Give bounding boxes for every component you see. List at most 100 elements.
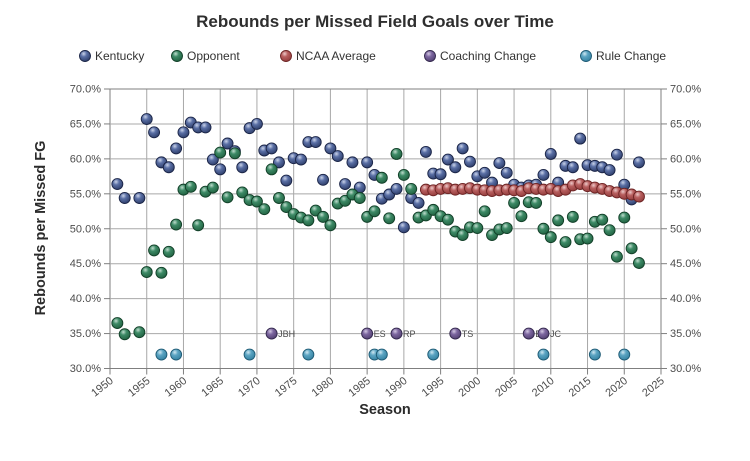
point-rule_change bbox=[302, 348, 315, 361]
point-ncaa_average bbox=[633, 190, 645, 203]
legend-label-ncaa_average: NCAA Average bbox=[296, 49, 376, 63]
point-kentucky bbox=[273, 156, 285, 169]
point-opponent bbox=[515, 210, 528, 223]
y-tick-label-right: 40.0% bbox=[670, 293, 701, 305]
point-kentucky bbox=[346, 156, 359, 169]
point-opponent bbox=[390, 148, 403, 160]
point-opponent bbox=[471, 222, 484, 235]
y-axis-title: Rebounds per Missed FG bbox=[33, 141, 49, 316]
point-kentucky bbox=[464, 155, 476, 168]
point-kentucky bbox=[574, 132, 587, 145]
point-opponent bbox=[456, 229, 469, 241]
point-opponent bbox=[603, 224, 616, 237]
point-opponent bbox=[383, 212, 396, 225]
point-kentucky bbox=[633, 156, 645, 169]
point-opponent bbox=[368, 205, 381, 218]
coaching-change-label: JC bbox=[550, 329, 562, 339]
x-tick-label: 1970 bbox=[236, 375, 263, 400]
y-tick-label-left: 45.0% bbox=[70, 258, 101, 270]
legend-marker-kentucky bbox=[79, 50, 91, 62]
point-kentucky bbox=[478, 166, 491, 179]
point-opponent bbox=[544, 231, 557, 244]
y-tick-label-left: 70.0% bbox=[70, 84, 101, 96]
point-opponent bbox=[184, 180, 197, 193]
point-opponent bbox=[170, 218, 183, 231]
point-opponent bbox=[625, 242, 638, 255]
point-coaching_change bbox=[449, 327, 462, 340]
point-opponent bbox=[133, 326, 146, 339]
y-tick-label-left: 65.0% bbox=[70, 118, 101, 130]
point-opponent bbox=[280, 201, 293, 214]
point-kentucky bbox=[537, 168, 550, 181]
legend-marker-ncaa_average bbox=[280, 50, 292, 62]
point-opponent bbox=[596, 213, 609, 226]
y-tick-label-left: 55.0% bbox=[70, 188, 101, 200]
point-kentucky bbox=[133, 192, 146, 204]
point-kentucky bbox=[317, 173, 330, 186]
point-opponent bbox=[537, 222, 550, 235]
point-opponent bbox=[353, 192, 366, 204]
point-kentucky bbox=[140, 113, 153, 125]
point-opponent bbox=[221, 191, 234, 204]
point-opponent bbox=[397, 168, 410, 181]
point-kentucky bbox=[331, 150, 344, 163]
coaching-change-label: TS bbox=[462, 329, 474, 339]
legend: Kentucky Opponent NCAA Average Coaching Cha… bbox=[79, 49, 666, 63]
x-tick-label: 1990 bbox=[383, 375, 410, 400]
point-rule_change bbox=[427, 348, 440, 361]
point-coaching_change bbox=[522, 327, 535, 340]
coaching-change-label: RP bbox=[403, 329, 416, 339]
point-kentucky bbox=[162, 161, 175, 174]
legend-label-kentucky: Kentucky bbox=[95, 49, 144, 63]
legend-item-kentucky: Kentucky bbox=[79, 49, 144, 63]
y-tick-label-left: 60.0% bbox=[70, 153, 101, 165]
point-opponent bbox=[566, 210, 579, 223]
point-opponent bbox=[633, 257, 645, 269]
point-kentucky bbox=[419, 145, 432, 158]
y-tick-label-right: 60.0% bbox=[670, 153, 701, 165]
series-opponent bbox=[111, 146, 645, 341]
point-opponent bbox=[508, 196, 521, 209]
point-kentucky bbox=[295, 153, 307, 166]
legend-marker-coaching_change bbox=[424, 50, 436, 62]
y-tick-label-right: 30.0% bbox=[670, 363, 701, 375]
legend-marker-rule_change bbox=[580, 50, 592, 62]
series-ncaa_average bbox=[419, 178, 645, 203]
x-tick-label: 1960 bbox=[163, 375, 190, 400]
point-opponent bbox=[258, 203, 271, 216]
y-tick-label-left: 30.0% bbox=[70, 363, 101, 375]
point-kentucky bbox=[339, 178, 352, 190]
x-tick-label: 1995 bbox=[420, 375, 447, 400]
point-coaching_change bbox=[537, 327, 550, 340]
point-kentucky bbox=[199, 121, 212, 134]
legend-item-rule_change: Rule Change bbox=[580, 49, 666, 63]
point-kentucky bbox=[170, 142, 183, 155]
legend-marker-opponent bbox=[171, 50, 183, 62]
point-kentucky bbox=[449, 161, 462, 174]
point-coaching_change bbox=[390, 327, 403, 340]
point-opponent bbox=[236, 186, 249, 199]
point-opponent bbox=[273, 192, 285, 204]
point-opponent bbox=[375, 171, 388, 184]
data-points: JBHESRPTSBGJC bbox=[111, 113, 645, 361]
x-tick-label: 1985 bbox=[346, 375, 373, 400]
x-tick-label: 1950 bbox=[89, 375, 116, 400]
legend-label-coaching_change: Coaching Change bbox=[440, 49, 536, 63]
point-opponent bbox=[214, 146, 227, 159]
point-opponent bbox=[478, 205, 491, 218]
point-opponent bbox=[140, 266, 153, 279]
x-tick-label: 2015 bbox=[567, 375, 594, 400]
x-tick-label: 2010 bbox=[530, 375, 557, 400]
y-tick-label-right: 35.0% bbox=[670, 328, 701, 340]
point-kentucky bbox=[221, 137, 234, 150]
point-kentucky bbox=[610, 148, 623, 161]
series-coaching_change: JBHESRPTSBGJC bbox=[265, 327, 562, 340]
point-opponent bbox=[250, 195, 263, 208]
x-tick-label: 1975 bbox=[273, 375, 300, 400]
point-rule_change bbox=[170, 348, 183, 361]
point-coaching_change bbox=[265, 327, 278, 340]
point-opponent bbox=[148, 244, 161, 257]
coaching-change-label: JBH bbox=[278, 329, 295, 339]
point-opponent bbox=[559, 236, 572, 248]
